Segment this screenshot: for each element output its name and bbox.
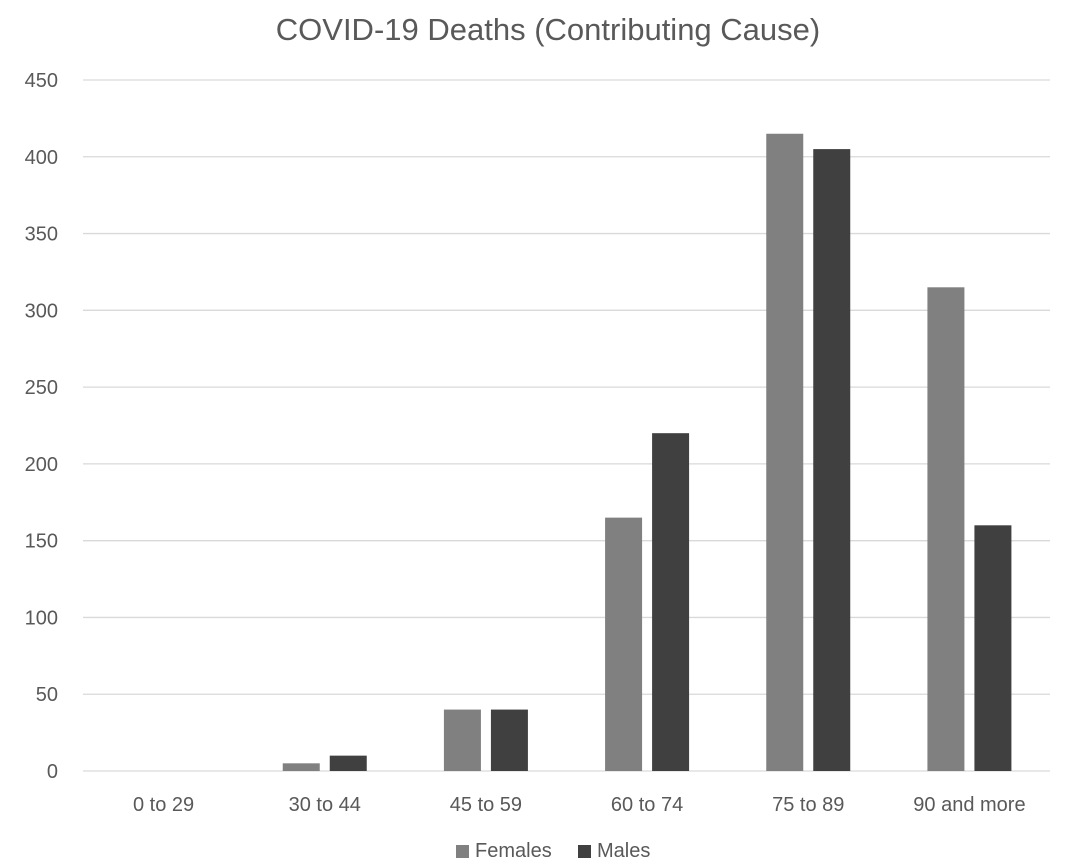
bar-males-30-to-44 bbox=[329, 755, 367, 771]
bar-males-90-and-more bbox=[974, 525, 1012, 771]
y-axis-tick-labels: 0 50 100 150 200 250 300 350 400 450 bbox=[25, 70, 58, 783]
x-tick-label: 60 to 74 bbox=[611, 794, 683, 816]
y-tick-label: 300 bbox=[25, 300, 58, 322]
legend: Females Males bbox=[456, 840, 650, 862]
x-tick-label: 45 to 59 bbox=[450, 794, 522, 816]
x-tick-label: 30 to 44 bbox=[289, 794, 361, 816]
x-tick-label: 90 and more bbox=[913, 794, 1025, 816]
bar-females-75-to-89 bbox=[766, 133, 804, 771]
x-tick-label: 0 to 29 bbox=[133, 794, 194, 816]
bar-females-30-to-44 bbox=[282, 763, 320, 771]
x-tick-label: 75 to 89 bbox=[772, 794, 844, 816]
legend-label-males: Males bbox=[597, 840, 650, 862]
legend-swatch-females bbox=[456, 845, 469, 858]
bar-males-60-to-74 bbox=[652, 433, 690, 771]
y-tick-label: 100 bbox=[25, 607, 58, 629]
gridlines bbox=[83, 79, 1050, 772]
y-tick-label: 350 bbox=[25, 224, 58, 246]
y-tick-label: 50 bbox=[36, 684, 58, 706]
bar-females-45-to-59 bbox=[443, 709, 481, 771]
y-tick-label: 150 bbox=[25, 531, 58, 553]
y-tick-label: 400 bbox=[25, 147, 58, 169]
chart-title: COVID-19 Deaths (Contributing Cause) bbox=[276, 12, 820, 47]
bar-females-90-and-more bbox=[927, 287, 965, 771]
bar-females-60-to-74 bbox=[605, 517, 643, 771]
x-axis-tick-labels: 0 to 29 30 to 44 45 to 59 60 to 74 75 to 89 9… bbox=[133, 794, 1026, 816]
y-tick-label: 200 bbox=[25, 454, 58, 476]
bar-males-75-to-89 bbox=[813, 149, 851, 772]
legend-swatch-males bbox=[578, 845, 591, 858]
bar-males-45-to-59 bbox=[490, 709, 528, 771]
legend-label-females: Females bbox=[475, 840, 552, 862]
y-tick-label: 0 bbox=[47, 761, 58, 783]
y-tick-label: 250 bbox=[25, 377, 58, 399]
y-tick-label: 450 bbox=[25, 70, 58, 92]
bar-series-layer bbox=[282, 133, 1012, 772]
